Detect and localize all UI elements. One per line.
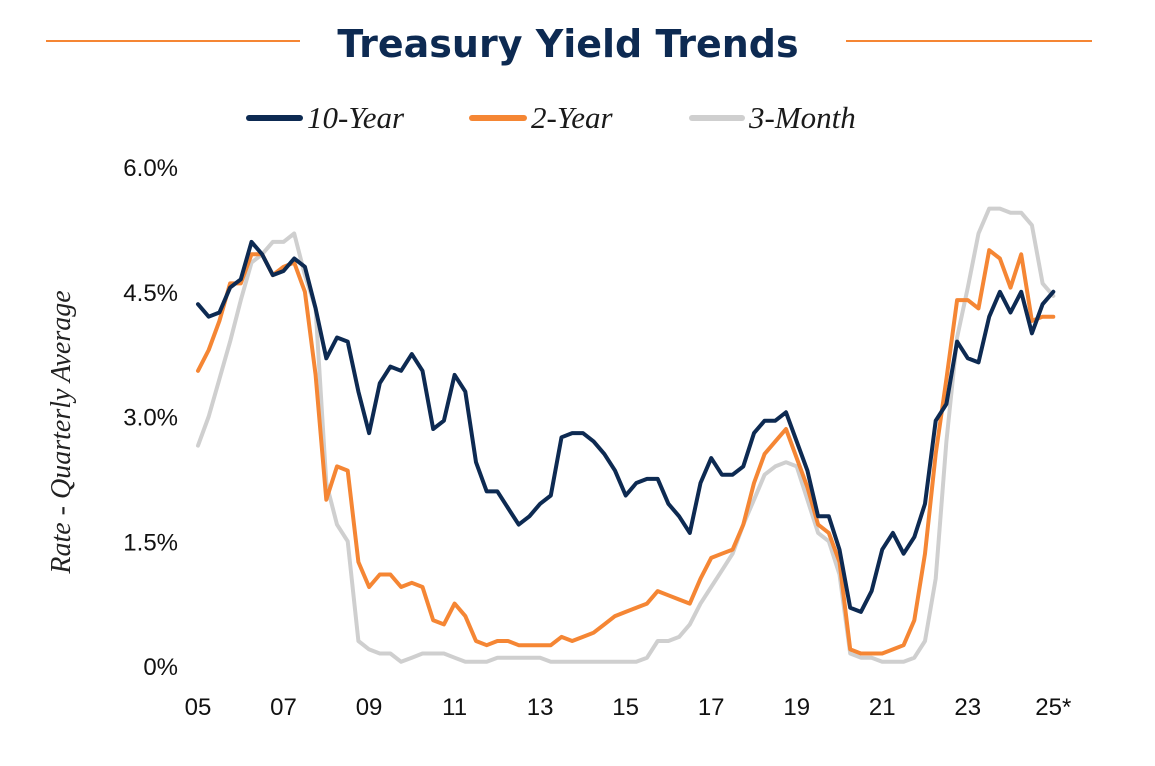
legend-label-10-year: 10-Year xyxy=(307,100,405,135)
x-tick-label-21: 21 xyxy=(869,694,896,721)
x-tick-label-23: 23 xyxy=(954,694,981,721)
legend-label-3-month: 3-Month xyxy=(748,100,856,135)
y-tick-label-0: 0% xyxy=(143,654,178,681)
x-axis-ticks: 05 07 09 11 13 15 17 19 21 23 25* xyxy=(185,694,1072,721)
legend: 10-Year 2-Year 3-Month xyxy=(246,100,856,135)
y-tick-label-4-5: 4.5% xyxy=(123,280,178,307)
series-lines xyxy=(196,206,1056,664)
y-tick-label-6-0: 6.0% xyxy=(123,155,178,182)
x-tick-label-25: 25* xyxy=(1035,694,1071,721)
x-tick-label-15: 15 xyxy=(612,694,639,721)
legend-label-2-year: 2-Year xyxy=(531,100,613,135)
x-tick-label-11: 11 xyxy=(442,694,467,721)
y-tick-label-1-5: 1.5% xyxy=(123,529,178,556)
y-tick-label-3-0: 3.0% xyxy=(123,405,178,432)
y-axis-ticks: 0% 1.5% 3.0% 4.5% 6.0% xyxy=(123,155,178,681)
y-axis-label: Rate - Quarterly Average xyxy=(46,290,77,574)
x-tick-label-17: 17 xyxy=(698,694,725,721)
x-tick-label-05: 05 xyxy=(185,694,212,721)
series-line-3-month xyxy=(196,206,1056,664)
x-tick-label-19: 19 xyxy=(783,694,810,721)
x-tick-label-09: 09 xyxy=(356,694,383,721)
chart-title: Treasury Yield Trends xyxy=(337,22,798,66)
series-line-2-year xyxy=(196,248,1056,656)
x-tick-label-13: 13 xyxy=(527,694,554,721)
x-tick-label-07: 07 xyxy=(270,694,297,721)
series-line-10-year xyxy=(196,239,1056,614)
